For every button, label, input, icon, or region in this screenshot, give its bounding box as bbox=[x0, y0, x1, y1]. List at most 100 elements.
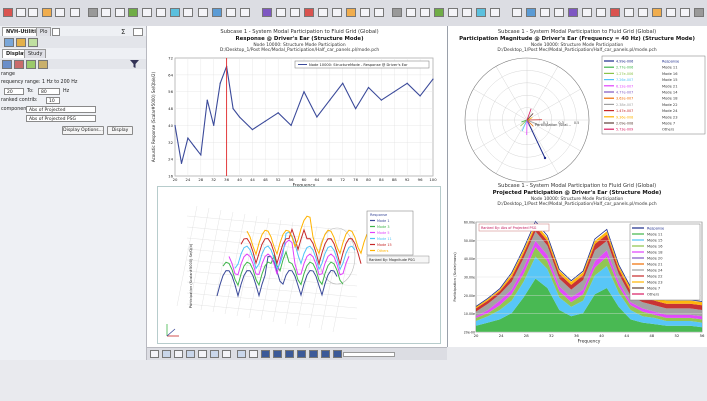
x-tick-label: 96 bbox=[418, 177, 423, 182]
toolbar-icon[interactable] bbox=[28, 8, 38, 17]
ranked-contrib-select[interactable]: 10 bbox=[46, 97, 60, 104]
view-icon[interactable] bbox=[150, 350, 159, 358]
playback-icon[interactable] bbox=[297, 350, 306, 358]
toolbar-icon[interactable] bbox=[115, 8, 125, 17]
folder-icon[interactable] bbox=[16, 38, 26, 47]
toolbar-icon[interactable] bbox=[434, 8, 444, 17]
toolbar-icon[interactable] bbox=[128, 8, 138, 17]
toolbar-icon[interactable] bbox=[55, 8, 65, 17]
toolbar-icon[interactable] bbox=[198, 8, 208, 17]
waterfall-3d-chart[interactable]: Participation (Scalar#5000) Se/Q(b) Respo… bbox=[157, 186, 441, 344]
toolbar-icon[interactable] bbox=[170, 8, 180, 17]
toolbar-icon[interactable] bbox=[156, 8, 166, 17]
table-icon[interactable] bbox=[28, 38, 38, 47]
toolbar-icon[interactable] bbox=[240, 8, 250, 17]
toolbar-icon[interactable] bbox=[420, 8, 430, 17]
toolbar-icon[interactable] bbox=[212, 8, 222, 17]
view-icon[interactable] bbox=[249, 350, 258, 358]
toolbar-icon[interactable] bbox=[526, 8, 536, 17]
toolbar-icon[interactable] bbox=[374, 8, 384, 17]
response-data-point bbox=[329, 99, 331, 101]
playback-icon[interactable] bbox=[321, 350, 330, 358]
playback-icon[interactable] bbox=[309, 350, 318, 358]
tree-icon[interactable] bbox=[4, 38, 14, 47]
view-icon[interactable] bbox=[210, 350, 219, 358]
toolbar-icon[interactable] bbox=[16, 8, 26, 17]
toolbar-icon[interactable] bbox=[666, 8, 676, 17]
legend-value: 4.99e-006 bbox=[616, 60, 633, 64]
tab-plot[interactable]: Plo bbox=[36, 27, 52, 36]
stacked-area-chart[interactable]: 20 24 28 32 36 40 44 48 52 56 60.00e 50.00e 40.00e 30… bbox=[450, 208, 707, 347]
toolbar-icon[interactable] bbox=[304, 8, 314, 17]
playback-icon[interactable] bbox=[333, 350, 342, 358]
display-options-button[interactable]: Display Options... bbox=[62, 126, 104, 135]
toolbar-icon[interactable] bbox=[680, 8, 690, 17]
toolbar-icon[interactable] bbox=[88, 8, 98, 17]
toolbar-icon[interactable] bbox=[582, 8, 592, 17]
toolbar-icon[interactable] bbox=[568, 8, 578, 17]
view-icon[interactable] bbox=[186, 350, 195, 358]
toolbar-icon[interactable] bbox=[490, 8, 500, 17]
response-icon[interactable] bbox=[14, 60, 24, 69]
sum-icon[interactable]: Σ bbox=[120, 28, 128, 36]
toolbar-icon[interactable] bbox=[596, 8, 606, 17]
view-icon[interactable] bbox=[174, 350, 183, 358]
close-icon[interactable] bbox=[52, 28, 60, 36]
animation-slider[interactable] bbox=[343, 352, 395, 357]
toolbar-icon[interactable] bbox=[318, 8, 328, 17]
panel-icon[interactable] bbox=[26, 60, 36, 69]
view-icon[interactable] bbox=[162, 350, 171, 358]
response-line-chart[interactable]: 20 24 28 32 36 40 44 48 52 56 60 64 68 72 76 80 84 88 92 96… bbox=[147, 54, 443, 189]
toolbar-icon[interactable] bbox=[70, 8, 80, 17]
toolbar-icon[interactable] bbox=[262, 8, 272, 17]
toolbar-icon[interactable] bbox=[448, 8, 458, 17]
toolbar-icon[interactable] bbox=[290, 8, 300, 17]
toolbar-icon[interactable] bbox=[332, 8, 342, 17]
waterfall-series-line bbox=[216, 255, 338, 298]
toolbar-icon[interactable] bbox=[392, 8, 402, 17]
toolbar-icon[interactable] bbox=[512, 8, 522, 17]
grid-icon[interactable] bbox=[38, 60, 48, 69]
tab-study[interactable]: Study bbox=[24, 49, 47, 58]
display-button[interactable]: Display bbox=[107, 126, 133, 135]
response-data-point bbox=[290, 124, 292, 127]
toolbar-icon[interactable] bbox=[101, 8, 111, 17]
toolbar-icon[interactable] bbox=[346, 8, 356, 17]
toolbar-icon[interactable] bbox=[183, 8, 193, 17]
toolbar-icon[interactable] bbox=[462, 8, 472, 17]
playback-icon[interactable] bbox=[273, 350, 282, 358]
filter-icon[interactable] bbox=[130, 60, 139, 70]
toolbar-icon[interactable] bbox=[3, 8, 13, 17]
window-icon[interactable] bbox=[133, 28, 143, 36]
frequency-to-input[interactable]: 80 bbox=[38, 88, 60, 95]
ring-label: 0.1 bbox=[543, 121, 548, 125]
waterfall-series-line bbox=[246, 215, 368, 256]
toolbar-icon[interactable] bbox=[276, 8, 286, 17]
x-tick-label: 88 bbox=[392, 177, 397, 182]
toolbar-icon[interactable] bbox=[554, 8, 564, 17]
x-tick-label: 24 bbox=[185, 177, 190, 182]
toolbar-icon[interactable] bbox=[610, 8, 620, 17]
view-icon[interactable] bbox=[237, 350, 246, 358]
mode-icon[interactable] bbox=[2, 60, 12, 69]
toolbar-icon[interactable] bbox=[694, 8, 704, 17]
toolbar-icon[interactable] bbox=[476, 8, 486, 17]
toolbar-icon[interactable] bbox=[624, 8, 634, 17]
toolbar-icon[interactable] bbox=[406, 8, 416, 17]
frequency-from-input[interactable]: 20 bbox=[4, 88, 24, 95]
toolbar-icon[interactable] bbox=[638, 8, 648, 17]
projection-select[interactable]: Abs of Projected PSG bbox=[26, 115, 96, 122]
toolbar-icon[interactable] bbox=[360, 8, 370, 17]
component-select[interactable]: Abs of Projected bbox=[26, 106, 96, 113]
playback-icon[interactable] bbox=[285, 350, 294, 358]
view-icon[interactable] bbox=[198, 350, 207, 358]
toolbar-icon[interactable] bbox=[540, 8, 550, 17]
toolbar-icon[interactable] bbox=[42, 8, 52, 17]
x-tick-label: 28 bbox=[198, 177, 203, 182]
toolbar-icon[interactable] bbox=[652, 8, 662, 17]
toolbar-icon[interactable] bbox=[142, 8, 152, 17]
toolbar-icon[interactable] bbox=[226, 8, 236, 17]
playback-icon[interactable] bbox=[261, 350, 270, 358]
view-icon[interactable] bbox=[222, 350, 231, 358]
